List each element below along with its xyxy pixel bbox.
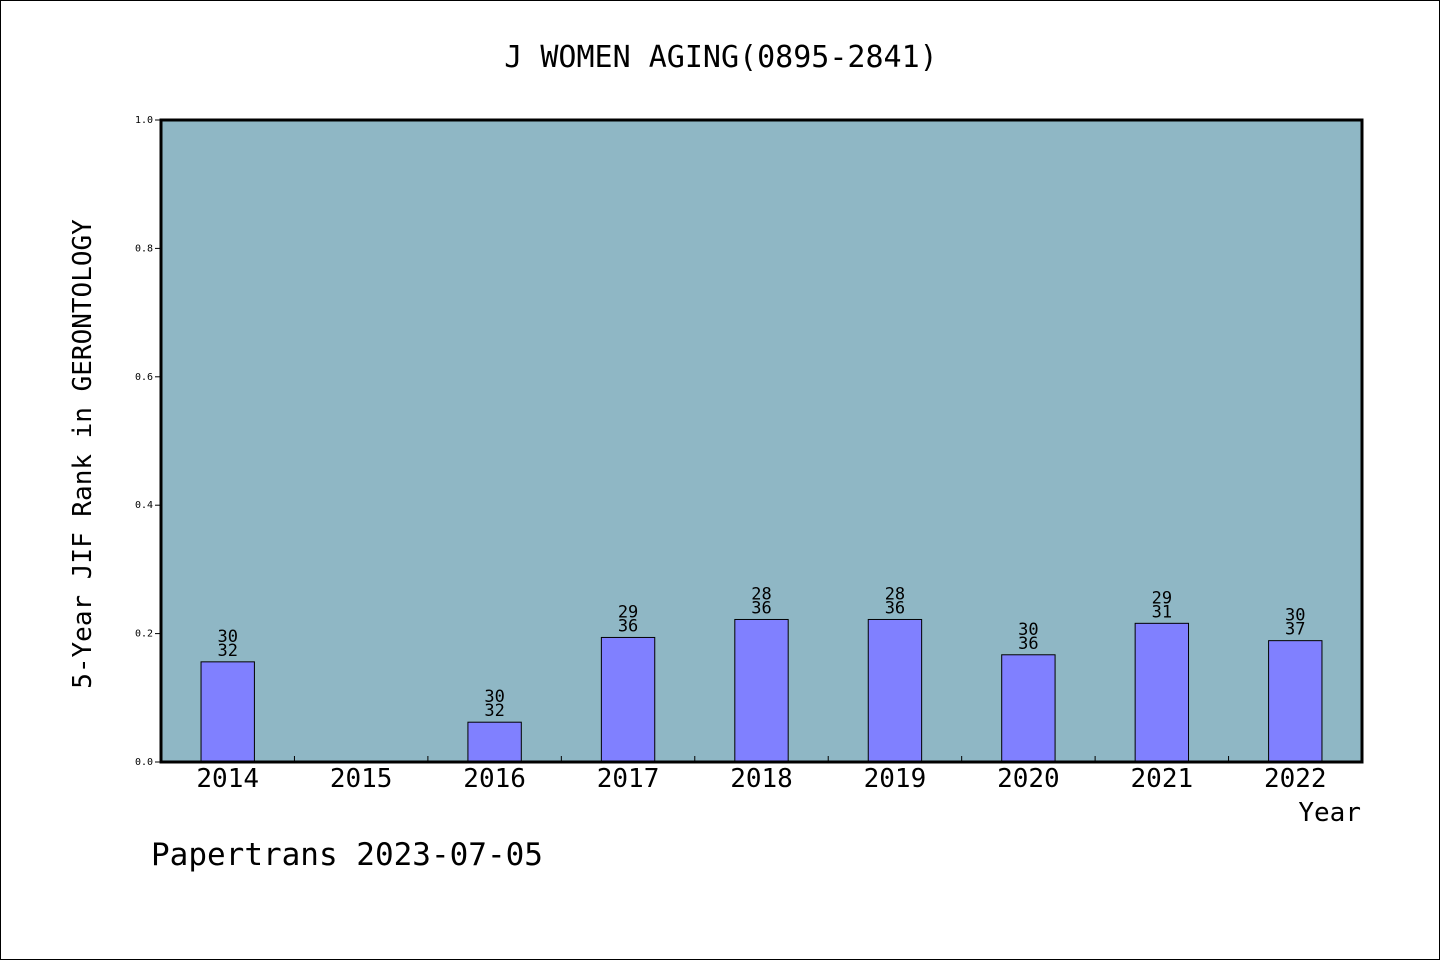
x-tick-label: 2021	[1131, 764, 1194, 794]
bar-2020	[1001, 654, 1056, 763]
bar-rank-label: 29	[618, 602, 638, 622]
bar-total-label: 36	[751, 598, 771, 618]
bar-2022	[1268, 640, 1323, 763]
bar-2016	[467, 721, 522, 763]
bar-total-label: 32	[484, 701, 504, 721]
bar-rank-label: 29	[1152, 588, 1172, 608]
bar-rank-label: 30	[484, 687, 504, 707]
bars-group	[200, 618, 1323, 763]
y-tick-label: 0.2	[135, 629, 153, 640]
bar-total-label: 36	[618, 616, 638, 636]
x-tick-label: 2022	[1264, 764, 1327, 794]
bar-rank-label: 30	[1285, 606, 1305, 626]
x-axis: 2014 2015 2016 2017 2018 2019 2020 2021 2022	[196, 756, 1327, 794]
chart-title: J WOMEN AGING(0895-2841)	[504, 40, 937, 75]
y-tick-label: 0.4	[135, 500, 153, 511]
bar-rank-label: 28	[751, 584, 771, 604]
bar-2014	[200, 661, 255, 763]
footer-credit: Papertrans 2023-07-05	[151, 837, 543, 873]
y-tick-label: 0.6	[135, 372, 153, 383]
bar-rank-label: 30	[1018, 620, 1038, 640]
bar-rank-label: 28	[885, 584, 905, 604]
y-axis-label: 5-Year JIF Rank in GERONTOLOGY	[68, 219, 98, 689]
bar-2019	[867, 618, 923, 763]
bar-total-label: 32	[217, 641, 237, 661]
bar-total-label: 37	[1285, 620, 1305, 640]
bar-total-label: 36	[1018, 634, 1038, 654]
y-tick-label: 0.0	[135, 757, 153, 768]
bar-2018	[734, 618, 789, 763]
x-tick-label: 2020	[997, 764, 1060, 794]
bar-2017	[600, 636, 656, 763]
x-tick-label: 2018	[730, 764, 793, 794]
x-tick-label: 2019	[864, 764, 927, 794]
y-tick-label: 1.0	[135, 115, 153, 126]
y-tick-label: 0.8	[135, 243, 153, 254]
bar-rank-label: 30	[217, 627, 237, 647]
x-tick-label: 2016	[463, 764, 526, 794]
y-axis: 0.0 0.2 0.4 0.6 0.8 1.0	[135, 115, 161, 768]
x-tick-label: 2017	[597, 764, 660, 794]
x-tick-label: 2015	[330, 764, 393, 794]
x-axis-label: Year	[1298, 798, 1361, 828]
plot-border	[159, 118, 1364, 764]
bar-total-label: 36	[885, 598, 905, 618]
x-tick-label: 2014	[196, 764, 259, 794]
bar-2021	[1134, 622, 1190, 763]
bar-total-label: 31	[1152, 602, 1172, 622]
